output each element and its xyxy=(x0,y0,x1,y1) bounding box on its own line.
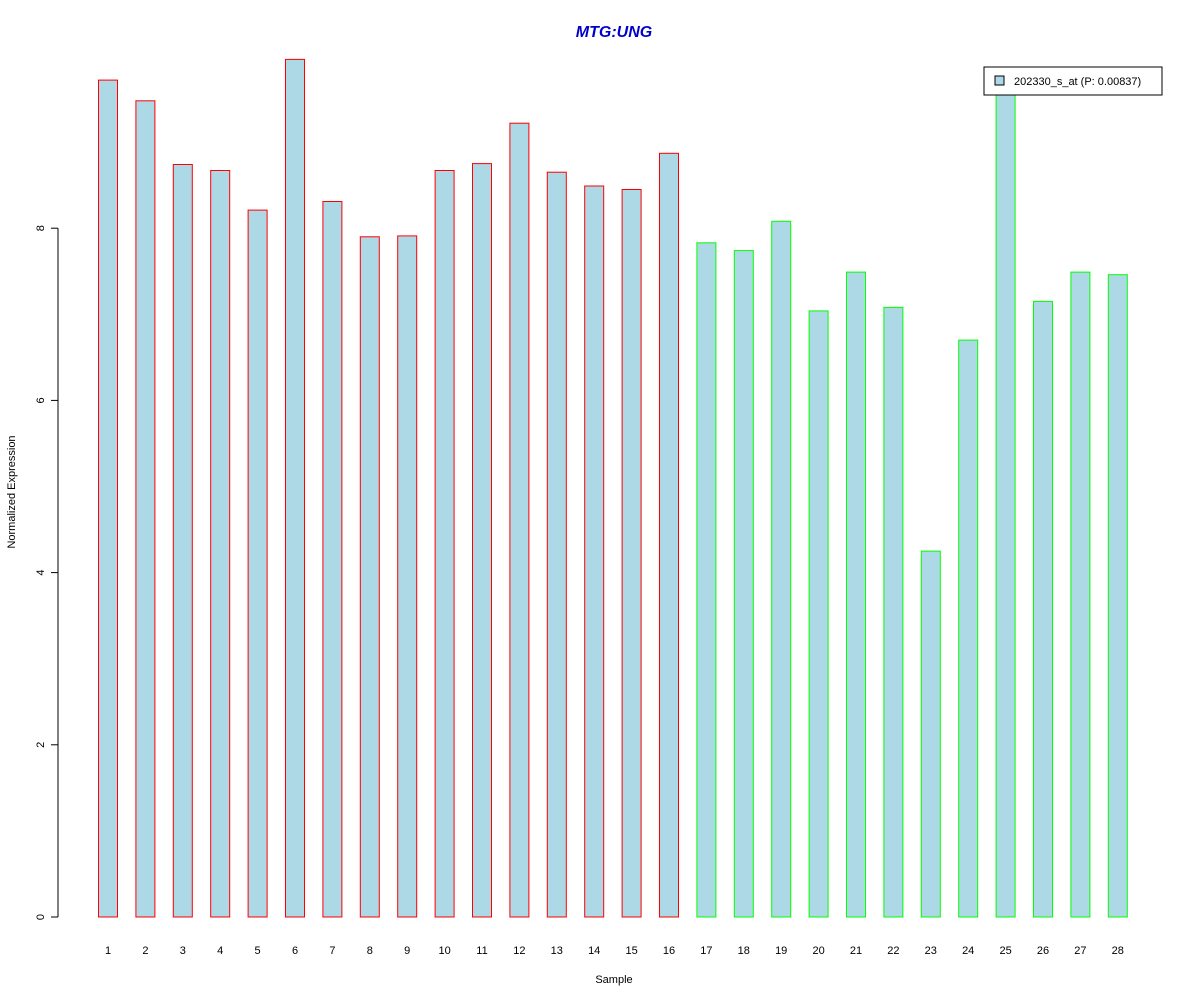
x-axis-tick-label: 7 xyxy=(329,945,335,957)
x-axis-tick-label: 6 xyxy=(292,945,298,957)
x-axis-tick-label: 5 xyxy=(255,945,261,957)
x-axis-tick-label: 8 xyxy=(367,945,373,957)
bar-sample-26 xyxy=(1033,300,1053,918)
bar-sample-25 xyxy=(995,83,1016,918)
bar-sample-23 xyxy=(920,550,941,918)
bar-sample-16 xyxy=(659,152,679,918)
chart-title: MTG:UNG xyxy=(576,24,652,41)
bar-sample-2 xyxy=(135,100,156,918)
bar-sample-7 xyxy=(322,201,343,918)
bar-sample-22 xyxy=(883,306,904,918)
bar-sample-6 xyxy=(285,58,305,918)
x-axis-tick-label: 27 xyxy=(1074,945,1086,957)
bar-sample-1 xyxy=(98,79,118,918)
bar-sample-21 xyxy=(846,271,866,918)
x-axis-tick-label: 19 xyxy=(775,945,787,957)
x-axis-tick-label: 4 xyxy=(217,945,223,957)
bar-sample-4 xyxy=(210,170,231,918)
bar-sample-13 xyxy=(546,171,567,918)
legend: 202330_s_at (P: 0.00837) xyxy=(983,66,1163,96)
bars xyxy=(98,58,1128,918)
bar-sample-10 xyxy=(434,170,455,918)
x-axis-tick-label: 3 xyxy=(180,945,186,957)
x-axis-tick-label: 22 xyxy=(887,945,899,957)
legend-swatch xyxy=(994,75,1005,86)
bar-sample-3 xyxy=(172,164,193,918)
x-axis-tick-label: 14 xyxy=(588,945,600,957)
x-axis-tick-label: 25 xyxy=(999,945,1011,957)
y-axis: 0 2 4 6 8 xyxy=(35,225,59,920)
y-axis-tick-label: 6 xyxy=(35,397,47,403)
bar-sample-8 xyxy=(359,236,380,918)
legend-box xyxy=(983,66,1163,96)
bar-sample-20 xyxy=(808,310,829,918)
bar-sample-28 xyxy=(1107,274,1128,918)
bar-sample-5 xyxy=(247,209,268,918)
bar-sample-11 xyxy=(472,163,492,918)
bar-sample-24 xyxy=(958,339,979,918)
x-axis-tick-label: 13 xyxy=(551,945,563,957)
x-axis-label: Sample xyxy=(595,974,632,986)
bar-sample-18 xyxy=(733,250,754,918)
x-axis-tick-label: 17 xyxy=(700,945,712,957)
y-axis-label: Normalized Expression xyxy=(6,435,18,548)
x-axis-tick-label: 21 xyxy=(850,945,862,957)
x-axis-tick-label: 16 xyxy=(663,945,675,957)
x-axis-tick-label: 20 xyxy=(812,945,824,957)
bar-sample-15 xyxy=(621,189,642,918)
x-axis-tick-label: 10 xyxy=(438,945,450,957)
legend-label: 202330_s_at (P: 0.00837) xyxy=(1014,76,1141,88)
x-axis-tick-label: 12 xyxy=(513,945,525,957)
x-axis-tick-label: 24 xyxy=(962,945,974,957)
bar-sample-27 xyxy=(1070,271,1091,918)
x-axis-tick-label: 26 xyxy=(1037,945,1049,957)
y-axis-tick-label: 8 xyxy=(35,225,47,231)
y-axis-tick-label: 0 xyxy=(35,914,47,920)
x-axis-tick-labels: 1 2 3 4 5 6 7 8 9 10 11 12 13 14 15 16 17 18 19 20 21 22 23 24 2… xyxy=(105,945,1124,957)
x-axis-tick-label: 15 xyxy=(625,945,637,957)
x-axis-tick-label: 11 xyxy=(476,945,487,957)
bar-sample-19 xyxy=(771,220,792,918)
y-axis-tick-label: 4 xyxy=(35,570,47,576)
bar-sample-12 xyxy=(509,122,530,918)
bar-sample-9 xyxy=(397,235,418,918)
x-axis-tick-label: 1 xyxy=(105,945,111,957)
x-axis-tick-label: 9 xyxy=(404,945,410,957)
x-axis-tick-label: 28 xyxy=(1112,945,1124,957)
y-axis-tick-label: 2 xyxy=(35,742,47,748)
bar-sample-17 xyxy=(696,242,717,918)
bar-sample-14 xyxy=(584,185,605,918)
x-axis-tick-label: 23 xyxy=(925,945,937,957)
x-axis-tick-label: 2 xyxy=(142,945,148,957)
x-axis-tick-label: 18 xyxy=(738,945,750,957)
